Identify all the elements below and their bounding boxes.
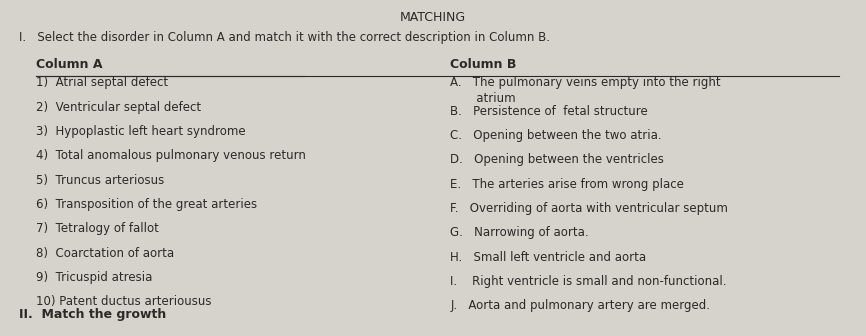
Text: A.   The pulmonary veins empty into the right
       atrium: A. The pulmonary veins empty into the ri… xyxy=(450,76,721,106)
Text: C.   Opening between the two atria.: C. Opening between the two atria. xyxy=(450,129,662,142)
Text: I.   Select the disorder in Column A and match it with the correct description i: I. Select the disorder in Column A and m… xyxy=(19,31,550,44)
Text: Column A: Column A xyxy=(36,58,102,71)
Text: F.   Overriding of aorta with ventricular septum: F. Overriding of aorta with ventricular … xyxy=(450,202,728,215)
Text: II.  Match the growth: II. Match the growth xyxy=(19,308,166,321)
Text: 2)  Ventricular septal defect: 2) Ventricular septal defect xyxy=(36,101,201,114)
Text: I.    Right ventricle is small and non-functional.: I. Right ventricle is small and non-func… xyxy=(450,275,727,288)
Text: 9)  Tricuspid atresia: 9) Tricuspid atresia xyxy=(36,271,152,284)
Text: 6)  Transposition of the great arteries: 6) Transposition of the great arteries xyxy=(36,198,257,211)
Text: H.   Small left ventricle and aorta: H. Small left ventricle and aorta xyxy=(450,251,646,264)
Text: 3)  Hypoplastic left heart syndrome: 3) Hypoplastic left heart syndrome xyxy=(36,125,246,138)
Text: B.   Persistence of  fetal structure: B. Persistence of fetal structure xyxy=(450,105,648,118)
Text: 4)  Total anomalous pulmonary venous return: 4) Total anomalous pulmonary venous retu… xyxy=(36,149,306,162)
Text: E.   The arteries arise from wrong place: E. The arteries arise from wrong place xyxy=(450,178,684,191)
Text: J.   Aorta and pulmonary artery are merged.: J. Aorta and pulmonary artery are merged… xyxy=(450,299,710,312)
Text: 7)  Tetralogy of fallot: 7) Tetralogy of fallot xyxy=(36,222,158,235)
Text: 1)  Atrial septal defect: 1) Atrial septal defect xyxy=(36,76,168,89)
Text: 10) Patent ductus arteriousus: 10) Patent ductus arteriousus xyxy=(36,295,211,308)
Text: MATCHING: MATCHING xyxy=(400,11,466,25)
Text: 8)  Coarctation of aorta: 8) Coarctation of aorta xyxy=(36,247,174,260)
Text: 5)  Truncus arteriosus: 5) Truncus arteriosus xyxy=(36,174,165,187)
Text: D.   Opening between the ventricles: D. Opening between the ventricles xyxy=(450,153,664,166)
Text: G.   Narrowing of aorta.: G. Narrowing of aorta. xyxy=(450,226,589,239)
Text: Column B: Column B xyxy=(450,58,517,71)
